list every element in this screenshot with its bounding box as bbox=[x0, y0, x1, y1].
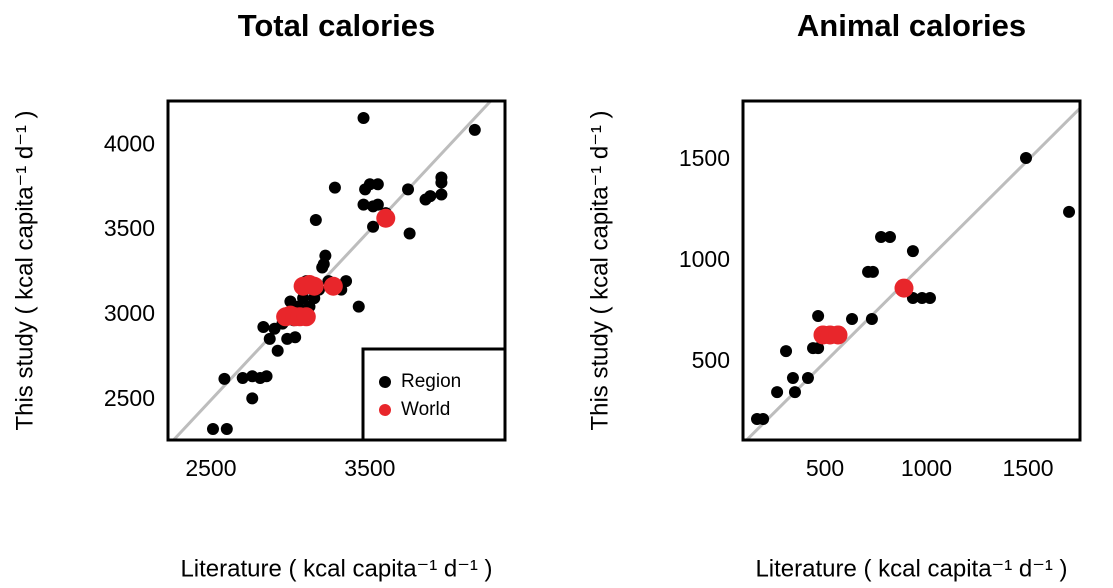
y-axis-label: This study ( kcal capita⁻¹ d⁻¹ ) bbox=[11, 110, 38, 430]
point bbox=[296, 307, 316, 327]
point bbox=[340, 275, 353, 288]
point bbox=[309, 213, 322, 226]
legend-label: World bbox=[401, 399, 450, 420]
point bbox=[923, 291, 936, 304]
legend-marker bbox=[379, 404, 391, 416]
point bbox=[435, 176, 448, 189]
y-tick-label: 3500 bbox=[104, 215, 155, 241]
point bbox=[357, 111, 370, 124]
point bbox=[257, 321, 270, 333]
y-tick-label: 500 bbox=[692, 347, 730, 373]
point bbox=[304, 276, 324, 296]
point bbox=[468, 123, 481, 136]
point bbox=[367, 220, 380, 233]
point bbox=[846, 312, 859, 325]
point bbox=[1063, 205, 1076, 218]
point bbox=[788, 386, 801, 399]
chart: Animal calories Literature ( kcal capita⁻… bbox=[586, 8, 1082, 582]
point bbox=[352, 300, 365, 313]
point bbox=[435, 188, 448, 201]
legend-label: Region bbox=[401, 371, 461, 392]
point bbox=[218, 372, 231, 385]
x-tick-label: 3500 bbox=[344, 455, 395, 481]
plot-area bbox=[171, 101, 493, 440]
y-tick-label: 4000 bbox=[104, 130, 155, 156]
point bbox=[271, 344, 284, 357]
point bbox=[323, 276, 343, 296]
point bbox=[289, 331, 302, 344]
chart: Total calories Literature ( kcal capita⁻¹… bbox=[11, 8, 507, 582]
point bbox=[357, 198, 370, 211]
point bbox=[424, 190, 437, 203]
point bbox=[780, 345, 793, 358]
point bbox=[246, 392, 259, 405]
chart-title: Animal calories bbox=[797, 8, 1026, 43]
point bbox=[875, 230, 888, 243]
x-axis-label: Literature ( kcal capita⁻¹ d⁻¹ ) bbox=[755, 555, 1067, 582]
point bbox=[260, 370, 273, 383]
plot-area bbox=[744, 106, 1080, 440]
x-tick-label: 2500 bbox=[185, 455, 236, 481]
point bbox=[757, 412, 770, 425]
point bbox=[906, 245, 919, 258]
point bbox=[812, 342, 825, 355]
y-axis-label: This study ( kcal capita⁻¹ d⁻¹ ) bbox=[586, 110, 613, 430]
point bbox=[786, 371, 799, 384]
y-tick-label: 2500 bbox=[104, 385, 155, 411]
point bbox=[371, 178, 384, 191]
point bbox=[263, 332, 276, 345]
x-tick-label: 1000 bbox=[901, 455, 952, 481]
x-axis-label: Literature ( kcal capita⁻¹ d⁻¹ ) bbox=[180, 555, 492, 582]
point bbox=[402, 183, 415, 196]
y-tick-label: 1500 bbox=[679, 145, 730, 171]
point bbox=[883, 230, 896, 243]
point bbox=[236, 371, 249, 384]
point bbox=[319, 249, 332, 262]
point bbox=[771, 386, 784, 399]
x-tick-label: 1500 bbox=[1002, 455, 1053, 481]
point bbox=[865, 312, 878, 325]
plot-frame bbox=[166, 99, 507, 442]
y-tick-label: 3000 bbox=[104, 300, 155, 326]
point bbox=[328, 181, 341, 194]
point bbox=[371, 198, 384, 211]
point bbox=[206, 422, 219, 435]
x-tick-label: 500 bbox=[806, 455, 844, 481]
point bbox=[801, 371, 814, 384]
point bbox=[220, 422, 233, 435]
plot-frame bbox=[741, 99, 1082, 442]
point bbox=[403, 227, 416, 240]
legend-marker bbox=[379, 376, 391, 388]
point bbox=[376, 208, 396, 228]
point bbox=[828, 325, 848, 345]
point bbox=[812, 309, 825, 322]
legend-box bbox=[361, 347, 507, 442]
identity-line bbox=[171, 101, 493, 440]
point bbox=[866, 265, 879, 278]
y-tick-label: 1000 bbox=[679, 246, 730, 272]
point bbox=[894, 278, 914, 298]
point bbox=[1019, 151, 1032, 164]
chart-title: Total calories bbox=[238, 8, 436, 43]
